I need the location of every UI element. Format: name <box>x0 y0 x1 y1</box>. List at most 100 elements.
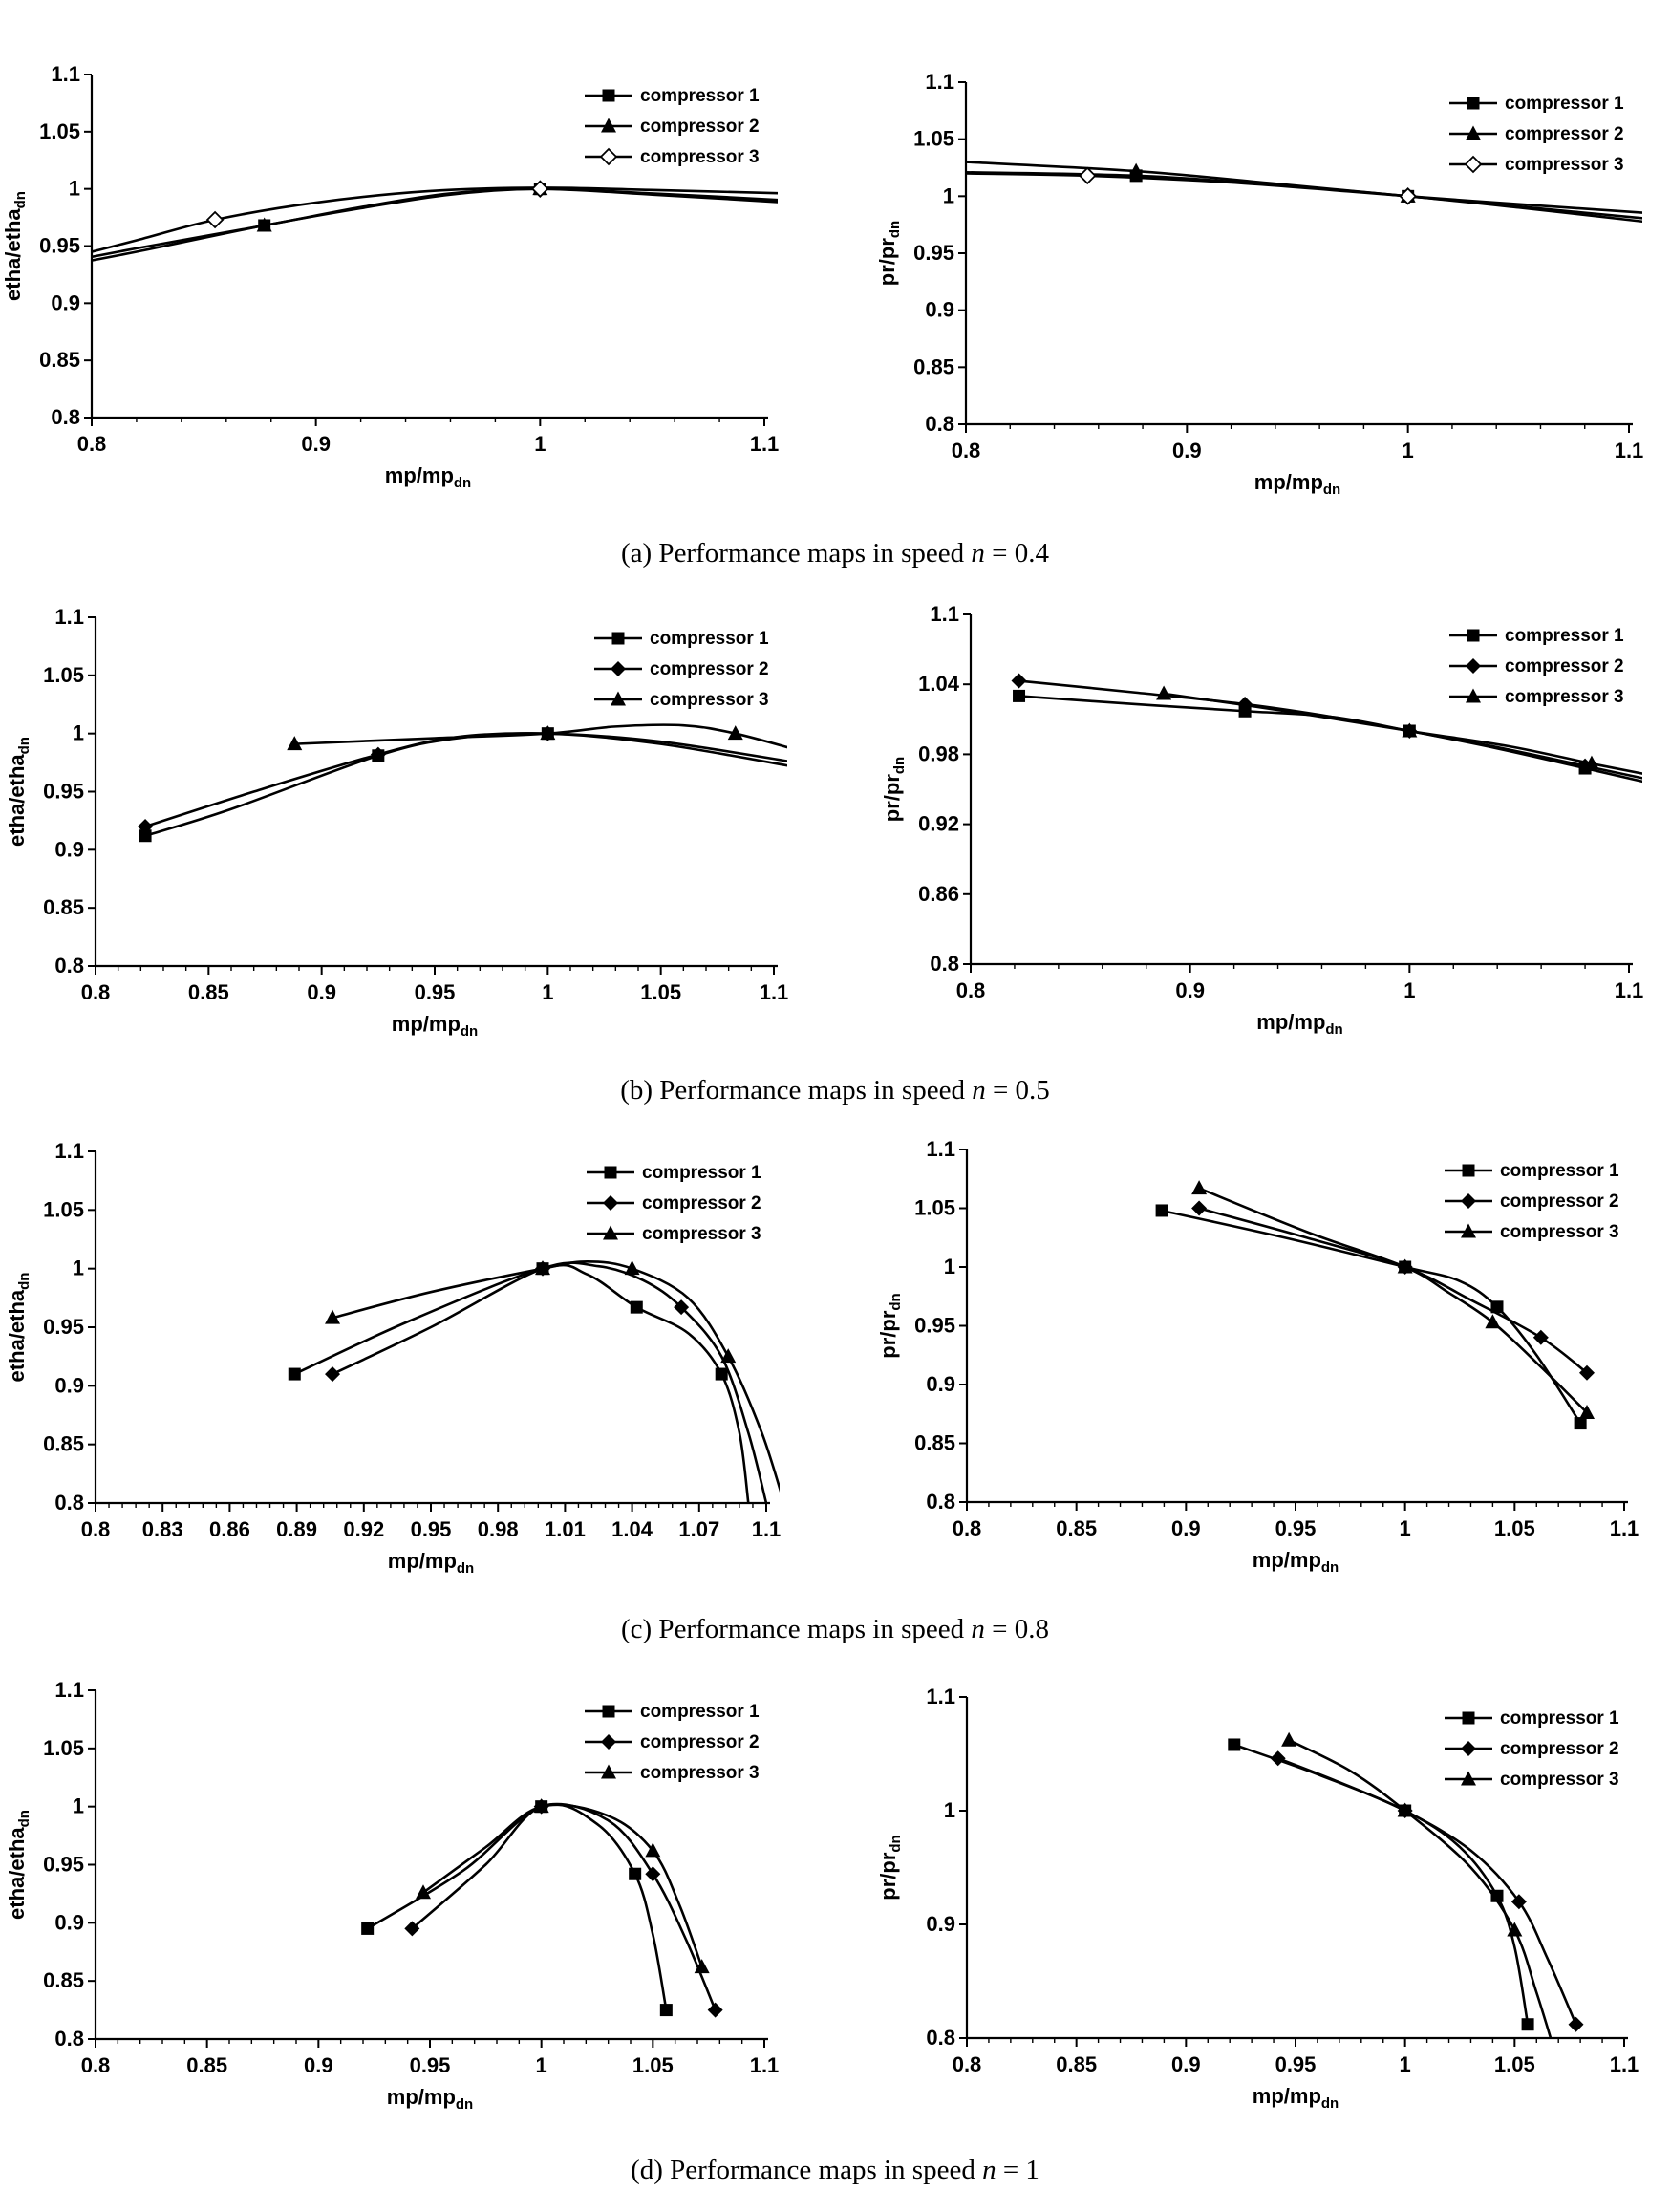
y-axis-label: etha/ethadn <box>5 1273 32 1383</box>
data-point-3 <box>1191 1180 1208 1195</box>
data-point-1 <box>139 829 152 843</box>
x-tick-label: 1 <box>1400 2052 1411 2076</box>
x-tick-label: 0.85 <box>188 980 229 1004</box>
x-tick-label: 0.9 <box>1175 978 1205 1002</box>
legend-label: compressor 3 <box>1500 1770 1619 1790</box>
y-axis-label: pr/prdn <box>875 221 903 286</box>
x-tick-label: 0.9 <box>1171 2052 1201 2076</box>
x-axis-label: mp/mpdn <box>388 1549 474 1577</box>
data-point-3 <box>540 725 556 741</box>
legend-label: compressor 3 <box>650 690 769 710</box>
data-point-2 <box>1128 162 1145 178</box>
caption-prefix: (d) Performance maps in speed <box>631 2155 982 2185</box>
y-tick-label: 1.04 <box>918 672 960 696</box>
legend-marker <box>1464 155 1483 174</box>
x-tick-label: 1.05 <box>1494 1516 1535 1540</box>
legend-label: compressor 2 <box>640 117 760 137</box>
series-line-2 <box>1018 679 1642 780</box>
legend-marker <box>1461 1771 1476 1786</box>
caption-prefix: (c) Performance maps in speed <box>621 1614 971 1644</box>
data-point-1 <box>1013 689 1026 702</box>
y-tick-label: 0.85 <box>43 1968 84 1992</box>
caption-prefix: (a) Performance maps in speed <box>621 538 971 569</box>
x-tick-label: 1.01 <box>545 1517 586 1541</box>
y-tick-label: 0.8 <box>925 412 954 436</box>
data-point-2 <box>1270 1750 1286 1767</box>
y-tick-label: 0.8 <box>930 952 959 976</box>
legend-marker <box>1462 1164 1475 1177</box>
y-tick-label: 0.9 <box>54 1910 84 1934</box>
legend-marker <box>611 632 625 645</box>
legend-marker <box>1461 1741 1476 1756</box>
x-axis-label: mp/mpdn <box>1253 2084 1339 2112</box>
data-point-3 <box>720 1348 737 1364</box>
x-tick-label: 0.8 <box>81 980 111 1004</box>
data-point-2 <box>674 1299 690 1316</box>
data-point-2 <box>1568 2016 1584 2032</box>
y-axis-label-sub: dn <box>16 737 32 754</box>
series-line-1 <box>1018 695 1642 784</box>
caption-prefix: (b) Performance maps in speed <box>620 1075 972 1106</box>
y-tick-label: 1 <box>73 721 84 745</box>
x-tick-label: 0.8 <box>81 1517 111 1541</box>
legend-marker <box>599 147 618 166</box>
data-point-3 <box>694 1959 710 1974</box>
caption-suffix: = 0.8 <box>985 1614 1049 1644</box>
x-tick-label: 0.8 <box>953 1516 982 1540</box>
y-tick-label: 1.1 <box>930 602 959 626</box>
chart-panel-1-1: 0.8 0.86 0.92 0.98 1.04 1.1 0.8 0.9 1 1.1 mp/mpdn p… <box>880 602 1643 1038</box>
x-tick-label: 1.05 <box>632 2053 674 2077</box>
figure-caption: (a) Performance maps in speed n = 0.4 <box>621 538 1049 569</box>
legend-label: compressor 2 <box>1505 656 1624 676</box>
x-tick-label: 1 <box>1403 439 1414 462</box>
data-point-3 <box>1402 722 1418 738</box>
y-axis-label-sub: dn <box>16 1273 32 1290</box>
data-point-3 <box>1399 187 1417 205</box>
legend-label: compressor 3 <box>1505 687 1624 707</box>
figure-caption: (d) Performance maps in speed n = 1 <box>631 2155 1039 2185</box>
legend-label: compressor 3 <box>1505 155 1624 175</box>
caption-var: n <box>982 2155 996 2185</box>
series-line-1 <box>966 170 1642 224</box>
y-tick-label: 0.9 <box>925 298 954 322</box>
series-line-3 <box>92 186 778 253</box>
x-axis-label-sub: dn <box>1321 1559 1339 1576</box>
x-tick-label: 0.8 <box>77 432 107 456</box>
y-tick-label: 1.1 <box>925 70 954 94</box>
y-axis-label: etha/ethadn <box>5 737 32 847</box>
x-tick-label: 0.8 <box>956 978 986 1002</box>
y-tick-label: 0.92 <box>918 812 959 836</box>
legend-label: compressor 1 <box>1505 626 1624 646</box>
data-point-2 <box>256 217 272 232</box>
legend-marker <box>1467 97 1480 110</box>
y-axis-label: pr/prdn <box>880 757 908 822</box>
y-tick-label: 1 <box>69 177 80 201</box>
legend-label: compressor 2 <box>640 1732 760 1752</box>
x-tick-label: 1.1 <box>1615 439 1644 462</box>
series-line-2 <box>332 1261 768 1503</box>
x-tick-label: 0.9 <box>304 2053 333 2077</box>
x-tick-label: 1.1 <box>750 2053 780 2077</box>
y-tick-label: 0.85 <box>39 348 80 372</box>
y-tick-label: 1.05 <box>914 1196 955 1220</box>
x-tick-label: 1.1 <box>750 432 780 456</box>
legend-marker <box>601 1734 616 1750</box>
caption-var: n <box>971 1614 985 1644</box>
legend-marker <box>602 89 615 102</box>
y-tick-label: 1 <box>944 1798 955 1822</box>
data-point-1 <box>1490 1300 1504 1314</box>
x-axis-label: mp/mpdn <box>385 463 471 491</box>
legend-label: compressor 3 <box>1500 1222 1619 1242</box>
chart-panel-2-1: 0.8 0.85 0.9 0.95 1 1.05 1.1 0.8 0.85 0.9 0.95 1 1.0… <box>876 1137 1639 1576</box>
legend-marker <box>604 1166 617 1179</box>
x-tick-label: 1.05 <box>1494 2052 1535 2076</box>
legend-label: compressor 2 <box>1505 124 1624 144</box>
y-axis-label: pr/prdn <box>876 1835 904 1900</box>
legend-marker <box>602 1705 615 1718</box>
series-line-2 <box>144 732 787 828</box>
chart-panel-3-1: 0.8 0.9 1 1.1 0.8 0.85 0.9 0.95 1 1.05 1.1 mp/mpdn p… <box>876 1685 1639 2112</box>
figure-caption: (c) Performance maps in speed n = 0.8 <box>621 1614 1049 1644</box>
legend-label: compressor 1 <box>640 1702 760 1722</box>
legend-marker <box>601 1764 616 1779</box>
x-tick-label: 1.07 <box>678 1517 719 1541</box>
